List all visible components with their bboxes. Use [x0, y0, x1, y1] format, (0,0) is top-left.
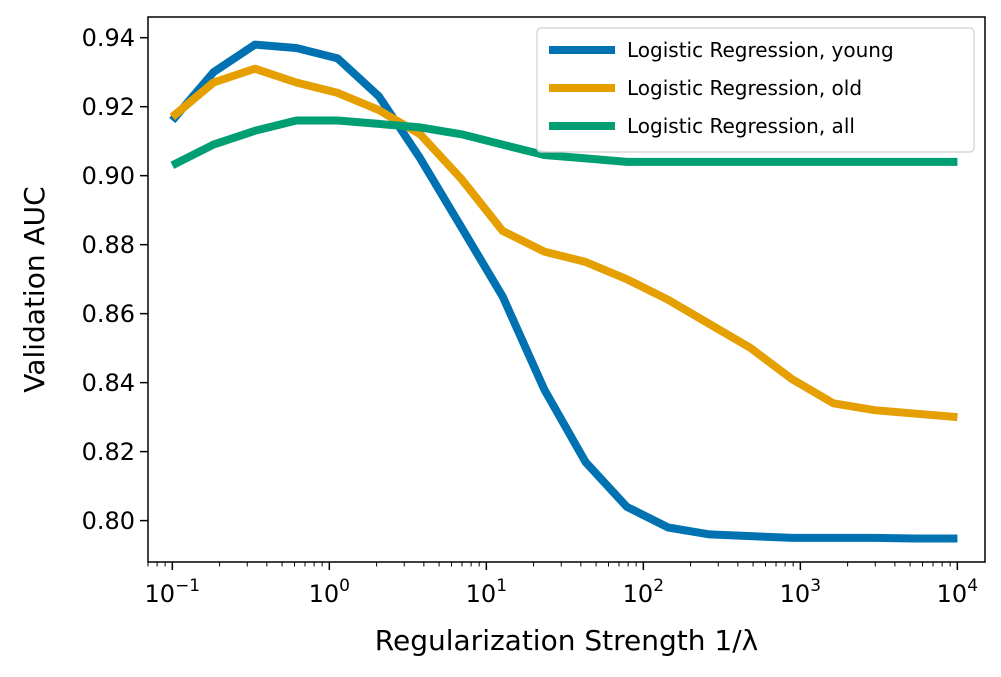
series-layer	[169, 40, 958, 543]
x-tick-label: 103	[780, 576, 821, 608]
y-axis: 0.80 0.82 0.84 0.86 0.88 0.90 0.92 0.94	[82, 24, 148, 535]
legend-box	[536, 27, 975, 153]
y-tick-label: 0.94	[82, 24, 135, 52]
series-line-1	[169, 64, 958, 422]
y-tick-label: 0.88	[82, 231, 135, 259]
y-tick-label: 0.84	[82, 369, 135, 397]
series-line-2	[170, 116, 958, 169]
x-tick-label: 100	[309, 576, 350, 608]
legend-label-1: Logistic Regression, old	[627, 76, 862, 100]
plot-frame	[147, 16, 986, 563]
y-tick-label: 0.82	[82, 438, 135, 466]
x-tick-label: 101	[466, 576, 507, 608]
x-tick-label: 104	[937, 576, 978, 608]
y-tick-label: 0.86	[82, 300, 135, 328]
legend-label-0: Logistic Regression, young	[627, 38, 894, 62]
legend: Logistic Regression, young Logistic Regre…	[536, 27, 975, 153]
y-tick-label: 0.92	[82, 93, 135, 121]
series-line-0	[169, 40, 958, 543]
y-tick-label: 0.80	[82, 507, 135, 535]
x-axis-label: Regularization Strength 1/λ	[375, 624, 758, 657]
y-tick-label: 0.90	[82, 162, 135, 190]
x-tick-label: 102	[623, 576, 664, 608]
x-tick-label: 10−1	[145, 576, 201, 608]
x-axis: 10−1 100 101 102 103 104	[145, 562, 978, 608]
y-axis-label: Validation AUC	[18, 186, 51, 392]
legend-label-2: Logistic Regression, all	[627, 114, 855, 138]
